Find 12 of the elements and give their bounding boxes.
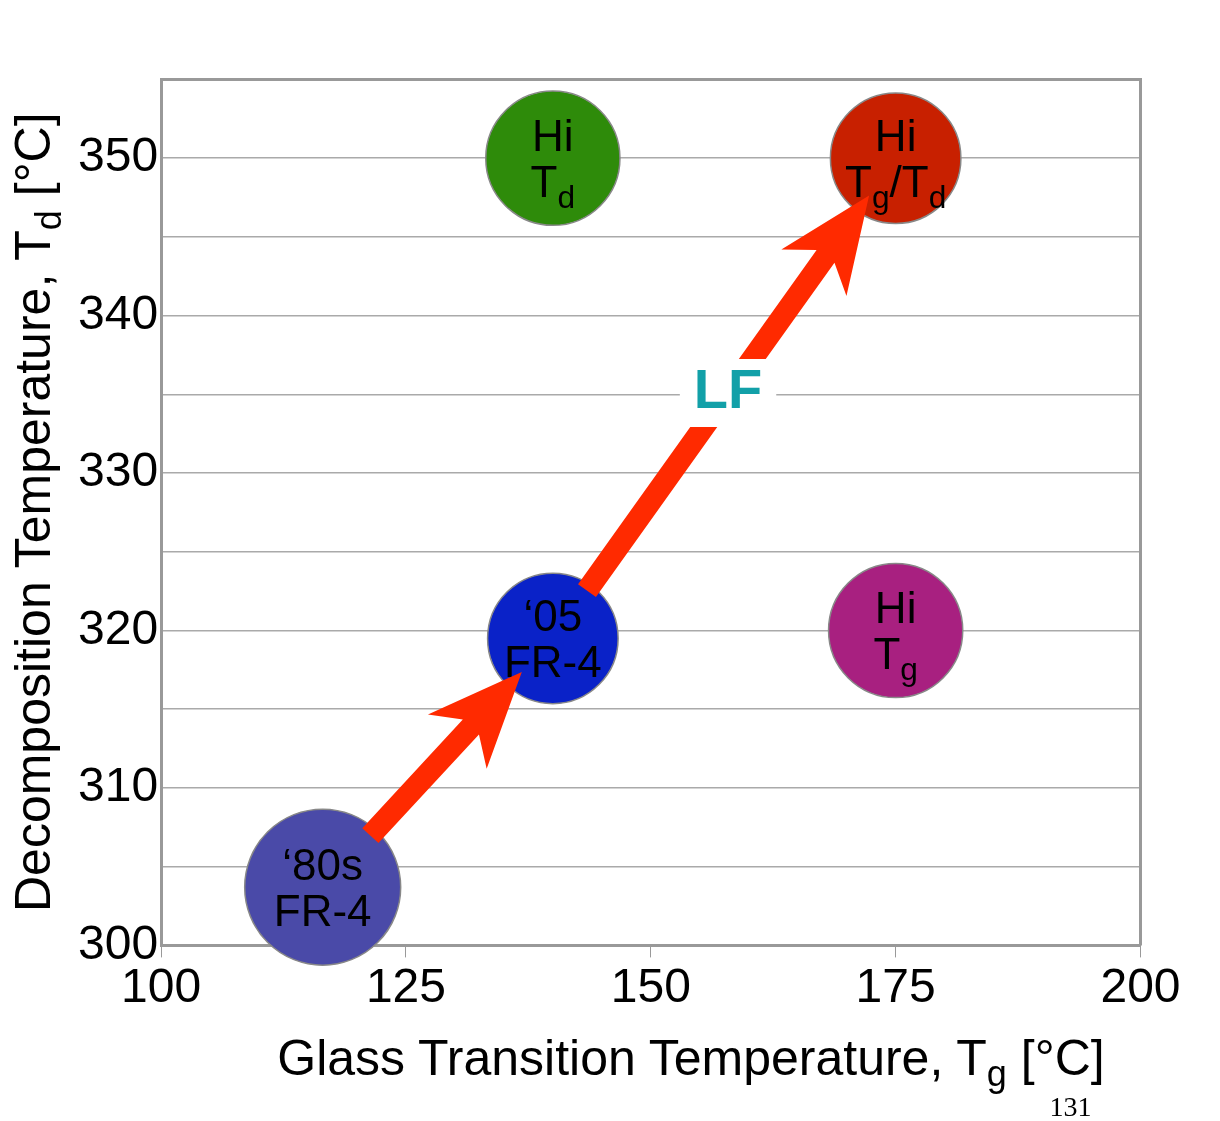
y-tick-label: 350 <box>77 128 159 182</box>
x-tick-label: 150 <box>610 959 691 1013</box>
y-tick-label: 330 <box>77 443 159 497</box>
y-tick-label: 310 <box>77 758 159 812</box>
data-label: ‘05 FR-4 <box>503 591 602 687</box>
y-tick-label: 340 <box>77 285 159 339</box>
y-tick-label: 320 <box>77 600 159 654</box>
x-tick-label: 125 <box>365 959 446 1013</box>
annotation: LF <box>693 357 763 421</box>
data-label: ‘80s FR-4 <box>273 839 372 935</box>
x-tick-label: 200 <box>1100 959 1181 1013</box>
x-tick-label: 175 <box>855 959 936 1013</box>
